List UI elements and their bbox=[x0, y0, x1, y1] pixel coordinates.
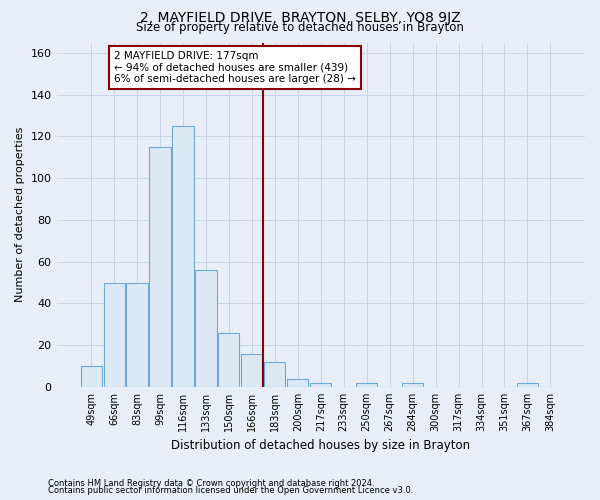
Bar bbox=[402, 383, 423, 387]
Bar bbox=[127, 282, 148, 387]
Bar bbox=[517, 383, 538, 387]
Bar bbox=[149, 147, 170, 387]
Bar bbox=[264, 362, 286, 387]
Text: Contains public sector information licensed under the Open Government Licence v3: Contains public sector information licen… bbox=[48, 486, 413, 495]
Bar bbox=[104, 282, 125, 387]
Bar bbox=[356, 383, 377, 387]
Bar bbox=[241, 354, 262, 387]
Text: Contains HM Land Registry data © Crown copyright and database right 2024.: Contains HM Land Registry data © Crown c… bbox=[48, 478, 374, 488]
Text: 2, MAYFIELD DRIVE, BRAYTON, SELBY, YO8 9JZ: 2, MAYFIELD DRIVE, BRAYTON, SELBY, YO8 9… bbox=[140, 11, 460, 25]
Bar bbox=[310, 383, 331, 387]
Bar bbox=[287, 378, 308, 387]
X-axis label: Distribution of detached houses by size in Brayton: Distribution of detached houses by size … bbox=[171, 440, 470, 452]
Bar bbox=[80, 366, 101, 387]
Text: Size of property relative to detached houses in Brayton: Size of property relative to detached ho… bbox=[136, 22, 464, 35]
Bar bbox=[172, 126, 194, 387]
Text: 2 MAYFIELD DRIVE: 177sqm
← 94% of detached houses are smaller (439)
6% of semi-d: 2 MAYFIELD DRIVE: 177sqm ← 94% of detach… bbox=[114, 51, 356, 84]
Bar bbox=[218, 332, 239, 387]
Y-axis label: Number of detached properties: Number of detached properties bbox=[15, 127, 25, 302]
Bar bbox=[196, 270, 217, 387]
